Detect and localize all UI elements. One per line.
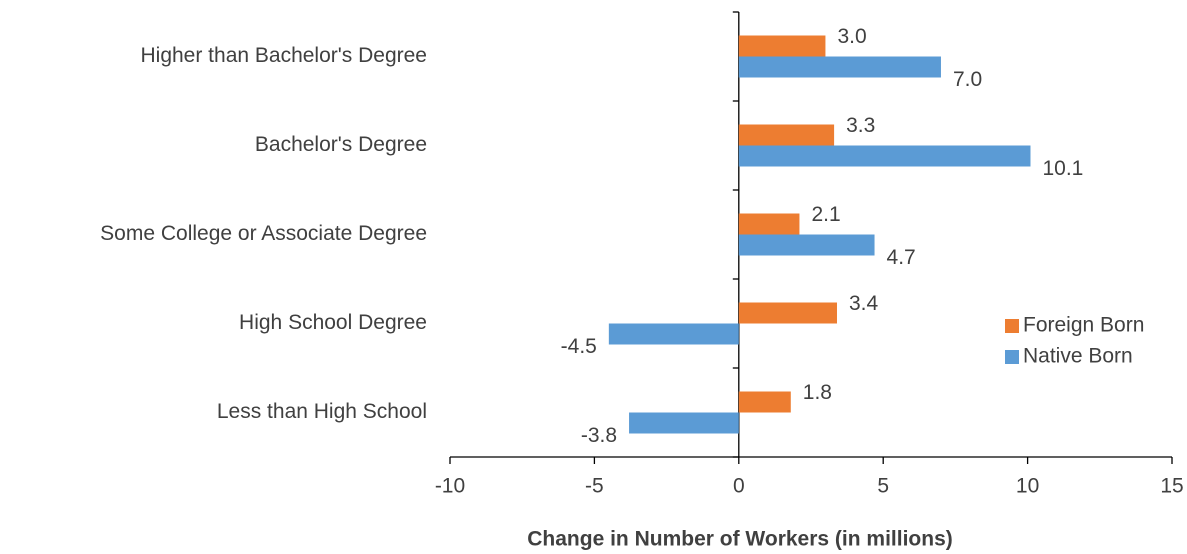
x-tick-label: 15 (1160, 475, 1183, 498)
bar (738, 391, 791, 413)
bar (608, 323, 739, 345)
value-label: 4.7 (887, 246, 916, 269)
legend-label: Foreign Born (1023, 314, 1144, 337)
bar (738, 302, 837, 324)
category-label: Higher than Bachelor's Degree (140, 44, 427, 67)
bar (738, 145, 1031, 167)
legend-label: Native Born (1023, 345, 1133, 368)
x-tick-label: -5 (585, 475, 604, 498)
value-label: 1.8 (803, 381, 832, 404)
value-label: 10.1 (1042, 157, 1083, 180)
x-tick-label: 10 (1016, 475, 1039, 498)
x-tick-label: -10 (435, 475, 465, 498)
bar (738, 234, 875, 256)
value-label: 7.0 (953, 68, 982, 91)
value-label: -3.8 (581, 424, 617, 447)
bar (738, 56, 941, 78)
bar (738, 124, 835, 146)
value-label: 3.0 (837, 25, 866, 48)
legend-swatch (1005, 350, 1019, 364)
x-tick-label: 0 (733, 475, 745, 498)
x-axis-title: Change in Number of Workers (in millions… (527, 528, 953, 551)
value-label: -4.5 (561, 335, 597, 358)
legend-swatch (1005, 319, 1019, 333)
category-label: High School Degree (239, 311, 427, 334)
bar (738, 35, 826, 57)
bar (738, 213, 800, 235)
category-label: Some College or Associate Degree (100, 222, 427, 245)
value-label: 3.3 (846, 114, 875, 137)
bar (629, 412, 739, 434)
x-tick-label: 5 (877, 475, 889, 498)
value-label: 3.4 (849, 292, 879, 315)
category-label: Less than High School (217, 400, 427, 423)
value-label: 2.1 (811, 203, 840, 226)
category-label: Bachelor's Degree (255, 133, 427, 156)
